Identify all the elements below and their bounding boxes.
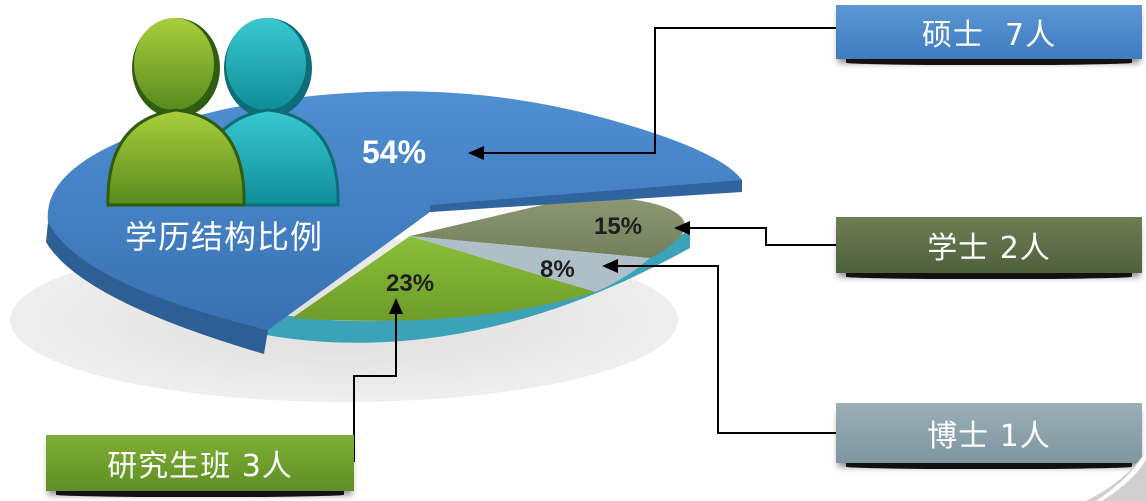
leader-line-bachelor xyxy=(688,227,836,246)
leader-line-master xyxy=(482,27,836,154)
pie-slice-master-edge xyxy=(430,180,742,212)
arrowhead-doctor xyxy=(602,259,618,273)
arrowhead-bachelor xyxy=(674,221,690,235)
percent-label-class: 23% xyxy=(386,270,435,297)
leader-arrowheads xyxy=(389,146,690,314)
pie-slice-class xyxy=(292,236,595,321)
chart-title: 学历结构比例 xyxy=(124,218,323,256)
leader-line-class xyxy=(353,310,397,462)
pie-slice-master-side xyxy=(46,222,268,354)
leader-line-doctor xyxy=(616,265,836,434)
leader-lines xyxy=(353,27,836,462)
percent-label-master: 54% xyxy=(362,134,427,170)
page-curl-decoration xyxy=(1086,451,1146,501)
percent-label-doctor: 8% xyxy=(540,256,575,283)
percent-label-bachelor: 15% xyxy=(594,213,643,240)
legend-box-bachelor: 学士 2人 xyxy=(836,217,1142,279)
arrowhead-master xyxy=(468,146,484,160)
legend-box-master: 硕士 7人 xyxy=(836,5,1142,65)
arrowhead-class xyxy=(389,298,403,314)
pie-slice-bachelor xyxy=(410,195,686,258)
legend-box-class: 研究生班 3人 xyxy=(46,435,354,497)
people-group-icon xyxy=(106,18,340,207)
legend-box-doctor: 博士 1人 xyxy=(836,403,1142,469)
pie-slice-doctor xyxy=(410,236,650,292)
